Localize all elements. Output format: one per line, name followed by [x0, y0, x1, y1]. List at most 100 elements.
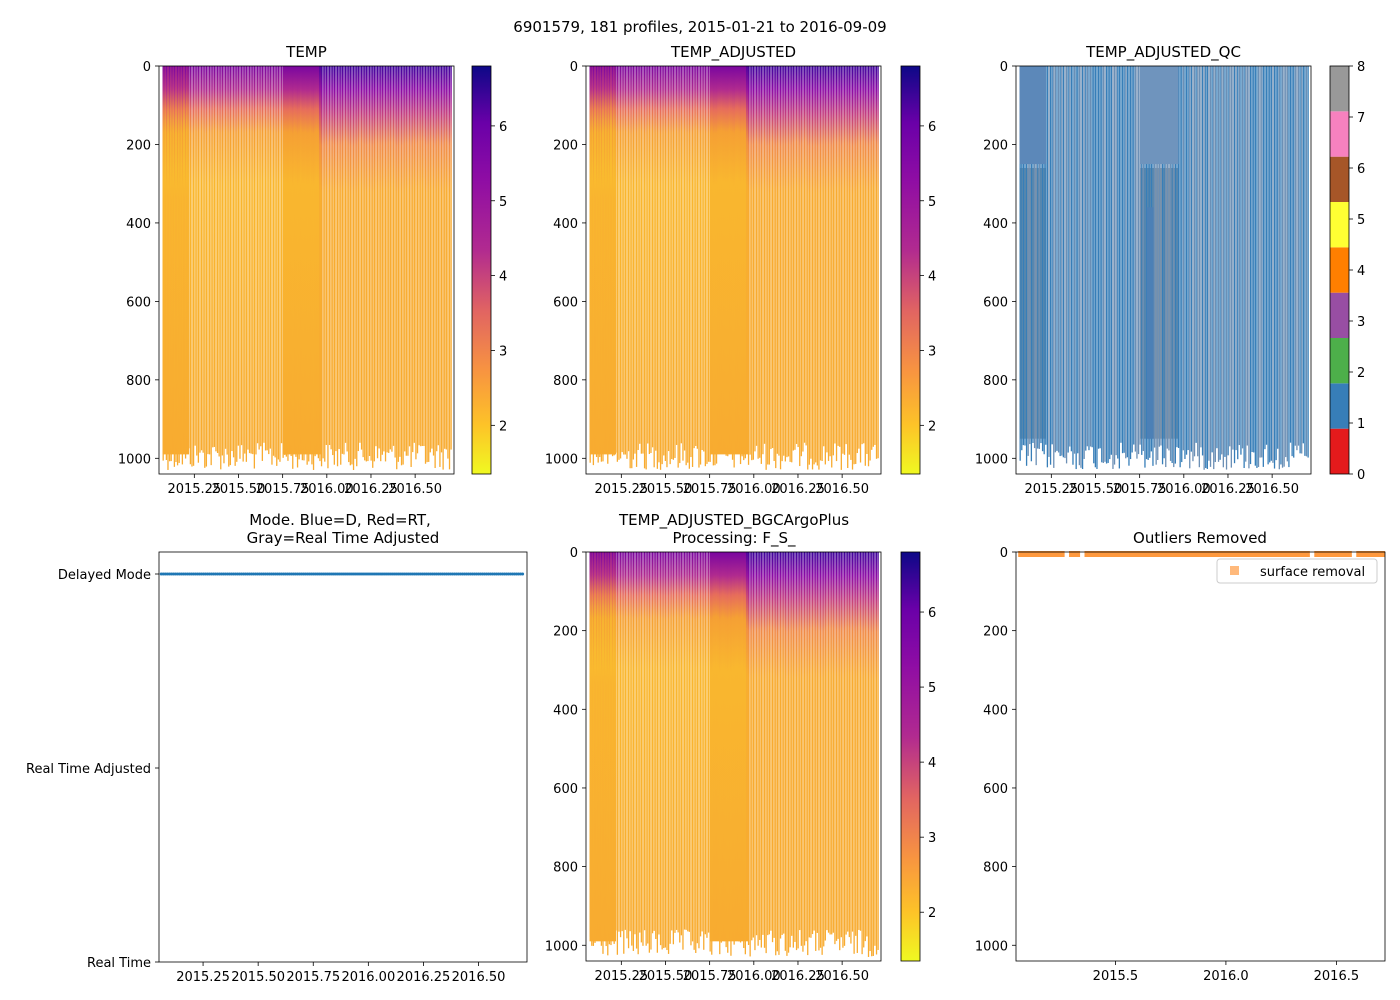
panel-temp-qc-profile	[1110, 66, 1113, 455]
panel-temp-profile	[220, 66, 222, 470]
panel-temp-adjusted-profile	[659, 66, 662, 470]
panel-temp-qc-profile	[1173, 66, 1175, 468]
panel-temp-adjusted-profile	[815, 66, 817, 463]
x-tick-label: 2016.0	[1203, 969, 1249, 984]
panel-temp-bgc-profile	[746, 552, 748, 937]
panel-temp-adjusted-profile	[679, 66, 681, 464]
panel-temp-bgc-profile	[717, 552, 719, 938]
panel-temp-qc-profile	[1035, 66, 1037, 466]
panel-temp-qc-profile	[1113, 66, 1116, 465]
panel-temp-bgc-profile	[875, 552, 878, 955]
colorbar-tick-label: 5	[1357, 213, 1365, 228]
panel-temp-bgc-profile	[851, 552, 854, 932]
panel-temp-qc-profile	[1064, 66, 1066, 459]
panel-temp-adjusted-profile	[866, 66, 868, 454]
panel-temp-profile	[304, 66, 307, 454]
panel-temp-qc-profile	[1145, 66, 1148, 460]
y-tick-label: 600	[126, 295, 151, 310]
panel-temp-bgc-profile	[847, 552, 849, 932]
panel-temp-adjusted-profile	[666, 66, 668, 468]
panel-outliers-x-axis: 2015.5 2016.0 2016.5	[1093, 961, 1359, 984]
panel-temp-profile	[412, 66, 414, 453]
panel-temp-qc-colorbar: 0 1 2 3 4 5 6 7 8	[1329, 60, 1365, 483]
panel-temp-qc-profile	[1197, 66, 1199, 457]
panel-temp-bgc-profile	[821, 552, 823, 955]
x-tick-label: 2015.75	[683, 969, 737, 984]
panel-temp-adjusted-profile	[831, 66, 833, 468]
y-tick-label: 400	[553, 703, 578, 718]
x-tick-label: 2016.00	[727, 482, 781, 497]
y-tick-label: Real Time Adjusted	[26, 762, 151, 777]
panel-temp-qc-profile	[1261, 66, 1263, 458]
panel-temp-adjusted-profile	[743, 66, 745, 461]
panel-temp-adjusted-profile	[731, 66, 734, 460]
panel-temp-adjusted-profile	[711, 66, 713, 449]
panel-temp-adjusted-profile	[643, 66, 646, 469]
panel-temp-profile	[312, 66, 315, 470]
panel-temp-adjusted-profile	[661, 66, 663, 465]
panel-temp-adjusted-profile	[611, 66, 614, 457]
panel-temp-profile	[210, 66, 212, 466]
panel-temp-adjusted-profile	[823, 66, 825, 447]
panel-temp-adjusted-profile	[594, 66, 596, 451]
panel-temp-bgc-profile	[648, 552, 651, 953]
panel-temp-bgc: TEMP_ADJUSTED_BGCArgoPlus Processing: F_…	[545, 511, 936, 984]
panel-temp-bgc-profile	[850, 552, 852, 944]
panel-temp-bgc-profile	[751, 552, 753, 941]
panel-temp-qc-y-axis: 0 200 400 600 800 1000	[975, 60, 1016, 467]
panel-temp-profile	[319, 66, 321, 462]
panel-temp-bgc-profile	[693, 552, 695, 950]
x-tick-label: 2015.25	[594, 482, 648, 497]
panel-temp-qc-profile	[1141, 66, 1143, 455]
panel-temp-bgc-profile	[767, 552, 769, 936]
panel-temp-bgc-profile	[856, 552, 858, 953]
panel-temp-profile	[408, 66, 411, 447]
panel-temp-bgc-colorbar: 2 3 4 5 6	[900, 551, 936, 962]
panel-temp-bgc-profile	[727, 552, 729, 953]
panel-temp-adjusted-profile	[747, 66, 750, 465]
panel-temp-profile	[367, 66, 369, 462]
panel-temp-bgc-profile	[728, 552, 731, 941]
colorbar-tick-label: 1	[1357, 417, 1365, 432]
panel-temp-profile	[320, 66, 323, 467]
x-tick-label: 2015.5	[1093, 969, 1139, 984]
panel-mode-x-axis: 2015.25 2015.50 2015.75 2016.00 2016.25 2016.…	[176, 962, 505, 985]
panel-temp-adjusted-profile	[602, 66, 604, 462]
panel-temp-profile	[333, 66, 335, 465]
panel-temp-profile	[416, 66, 419, 454]
panel-temp-qc-profile	[1283, 66, 1285, 467]
panel-temp-profile	[399, 66, 401, 457]
panel-temp-qc-profile	[1229, 66, 1231, 447]
panel-temp-bgc-profile	[674, 552, 676, 933]
panel-temp-bgc-profile	[719, 552, 721, 955]
panel-temp-qc-profile	[1102, 66, 1105, 463]
panel-temp-adjusted-profile	[840, 66, 842, 470]
panel-temp-qc-profile	[1136, 66, 1138, 459]
panel-temp-profile	[276, 66, 278, 466]
panel-temp-profile	[272, 66, 275, 456]
panel-temp-profile	[285, 66, 288, 457]
panel-temp-bgc-profile	[621, 552, 623, 932]
panel-temp-qc-profile	[1302, 66, 1304, 444]
panel-temp-bgc-profile	[685, 552, 687, 930]
panel-temp-bgc-profile	[669, 552, 671, 944]
panel-temp-qc-profile	[1097, 66, 1100, 449]
panel-temp-bgc-profile	[664, 552, 667, 948]
panel-temp-adjusted-profile	[635, 66, 638, 467]
panel-temp-qc-profile	[1080, 66, 1082, 468]
panel-temp-adjusted-profile	[632, 66, 635, 460]
x-tick-label: 2016.50	[815, 969, 869, 984]
panel-temp-profile	[207, 66, 209, 455]
panel-temp-qc-profile	[1262, 66, 1264, 467]
panel-temp-qc-profile	[1165, 66, 1167, 468]
panel-temp-profile	[439, 66, 441, 467]
panel-temp-qc-profile	[1085, 66, 1087, 451]
y-tick-label: 800	[983, 374, 1008, 389]
panel-temp-bgc-profile	[672, 552, 675, 945]
panel-temp-qc-profile	[1237, 66, 1239, 460]
panel-temp-qc-profile	[1078, 66, 1081, 466]
y-tick-label: 200	[553, 138, 578, 153]
panel-temp-bgc-profile	[779, 552, 782, 939]
panel-temp-bgc-profile	[823, 552, 825, 947]
panel-temp-profile	[256, 66, 259, 444]
